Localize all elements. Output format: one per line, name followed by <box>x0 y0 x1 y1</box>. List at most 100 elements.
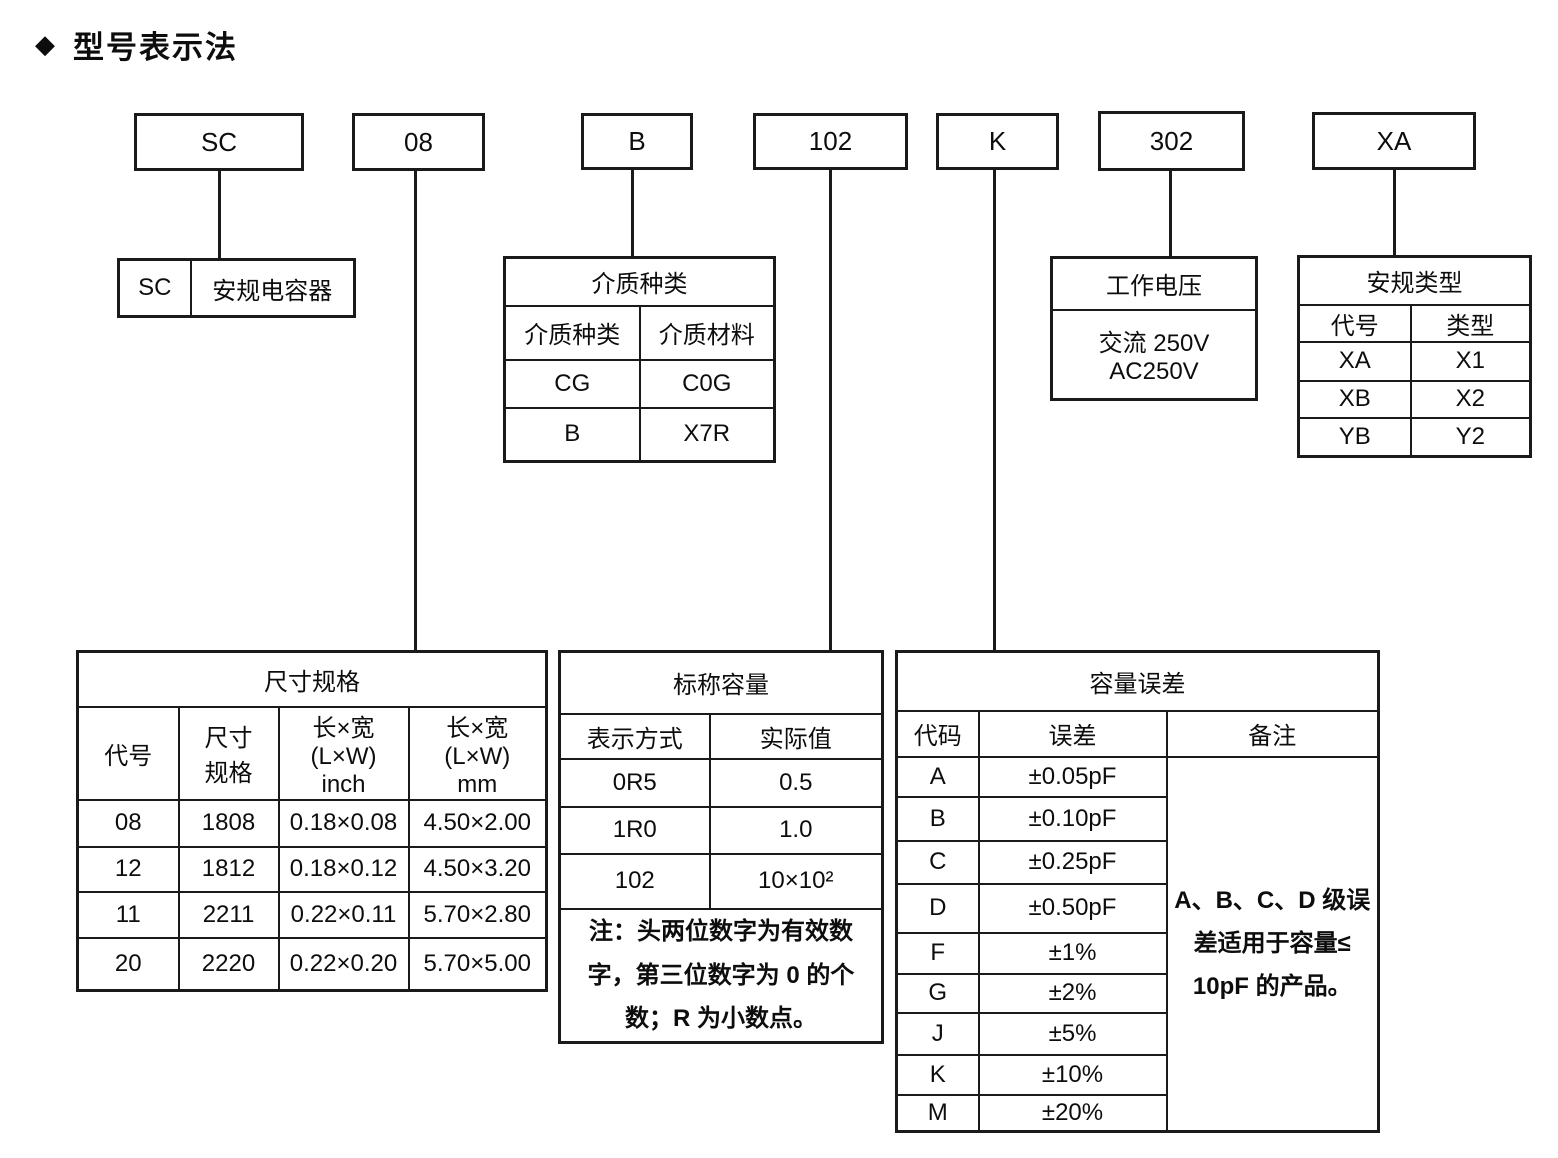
table-row: C ±0.25pF <box>895 839 1379 885</box>
cell: ±20% <box>977 1093 1168 1133</box>
table-row: B ±0.10pF <box>895 795 1379 842</box>
voltage-table-title: 工作电压 <box>1050 256 1258 311</box>
connector-size <box>414 171 417 650</box>
cell: 11 <box>76 890 180 939</box>
cell: B <box>895 795 980 842</box>
table-row: 20 2220 0.22×0.20 5.70×5.00 <box>76 936 548 992</box>
page-title-text: 型号表示法 <box>73 30 238 65</box>
cell: 102 <box>558 852 711 910</box>
column-header: 实际值 <box>708 712 884 760</box>
capacity-table-title: 标称容量 <box>558 650 884 715</box>
code-box-safety-type: XA <box>1312 112 1476 170</box>
table-row: 0R5 0.5 <box>558 757 884 808</box>
cell: X7R <box>638 406 776 463</box>
voltage-table: 工作电压 交流 250V AC250V <box>1050 256 1258 401</box>
table-row: J ±5% <box>895 1011 1379 1056</box>
column-header: 类型 <box>1409 303 1532 343</box>
cell: 10×10² <box>708 852 884 910</box>
table-row: G ±2% <box>895 972 1379 1014</box>
size-spec-table: 尺寸规格 代号 尺寸 规格 长×宽 (L×W) inch 长×宽 (L×W) m… <box>76 650 548 992</box>
table-row: M ±20% <box>895 1093 1379 1133</box>
table-row: B X7R <box>503 406 776 463</box>
connector-capacity <box>829 170 832 650</box>
cell: F <box>895 931 980 975</box>
tolerance-table: 容量误差 代码 误差 备注 A ±0.05pF A、B、C、D 级误 差适用于容… <box>895 650 1381 1133</box>
cell: 5.70×5.00 <box>407 936 548 992</box>
cell: ±2% <box>977 972 1168 1014</box>
table-title-row: 容量误差 <box>895 650 1380 712</box>
connector-voltage <box>1169 171 1172 257</box>
capacity-table: 标称容量 表示方式 实际值 0R5 0.5 1R0 1.0 102 10×10²… <box>558 650 884 1044</box>
cell: C0G <box>638 358 776 409</box>
code-box-sc: SC <box>134 113 304 171</box>
cell: K <box>895 1053 980 1096</box>
cell: ±5% <box>977 1011 1168 1056</box>
table-row: 1R0 1.0 <box>558 805 884 855</box>
table-row: 11 2211 0.22×0.11 5.70×2.80 <box>76 890 548 939</box>
capacity-note: 注：头两位数字为有效数 字，第三位数字为 0 的个 数；R 为小数点。 <box>558 907 884 1044</box>
column-header: 表示方式 <box>558 712 711 760</box>
table-row: D ±0.50pF <box>895 882 1379 934</box>
table-header-row: 表示方式 实际值 <box>558 712 884 760</box>
cell: YB <box>1297 416 1412 458</box>
column-header: 备注 <box>1165 709 1380 758</box>
table-row: 08 1808 0.18×0.08 4.50×2.00 <box>76 798 548 848</box>
cell: 0.18×0.12 <box>277 845 410 893</box>
cell: X1 <box>1409 340 1532 382</box>
table-header-row: 代码 误差 备注 <box>895 709 1380 758</box>
tolerance-remark: A、B、C、D 级误 差适用于容量≤ 10pF 的产品。 <box>1165 755 1380 1133</box>
cell: G <box>895 972 980 1014</box>
cell: X2 <box>1409 379 1532 419</box>
cell: ±0.10pF <box>977 795 1168 842</box>
cell: ±0.50pF <box>977 882 1168 934</box>
table-row: F ±1% <box>895 931 1379 975</box>
table-row: 102 10×10² <box>558 852 884 910</box>
cell: 0R5 <box>558 757 711 808</box>
safety-table-title: 安规类型 <box>1297 255 1532 306</box>
table-row: SC 安规电容器 <box>117 258 356 318</box>
sc-meaning-cell: 安规电容器 <box>189 258 356 318</box>
safety-type-table: 安规类型 代号 类型 XA X1 XB X2 YB Y2 <box>1297 255 1532 458</box>
cell: 4.50×2.00 <box>407 798 548 848</box>
size-table-title: 尺寸规格 <box>76 650 548 708</box>
table-note-row: 注：头两位数字为有效数 字，第三位数字为 0 的个 数；R 为小数点。 <box>558 907 884 1044</box>
cell: B <box>503 406 641 463</box>
cell: A <box>895 755 980 798</box>
cell: ±1% <box>977 931 1168 975</box>
cell: ±0.05pF <box>977 755 1168 798</box>
cell: 0.18×0.08 <box>277 798 410 848</box>
cell: 5.70×2.80 <box>407 890 548 939</box>
table-row: XA X1 <box>1297 340 1532 382</box>
cell: 1R0 <box>558 805 711 855</box>
column-header: 长×宽 (L×W) inch <box>277 705 410 801</box>
cell: 08 <box>76 798 180 848</box>
cell: Y2 <box>1409 416 1532 458</box>
column-header: 介质材料 <box>638 304 776 361</box>
table-row: A ±0.05pF A、B、C、D 级误 差适用于容量≤ 10pF 的产品。 <box>895 755 1380 1133</box>
connector-dielectric <box>631 170 634 256</box>
column-header: 尺寸 规格 <box>177 705 280 801</box>
page-title: ◆ 型号表示法 <box>35 22 238 67</box>
table-row: CG C0G <box>503 358 776 409</box>
column-header: 代码 <box>895 709 980 758</box>
cell: 0.22×0.20 <box>277 936 410 992</box>
cell: 20 <box>76 936 180 992</box>
cell: 12 <box>76 845 180 893</box>
cell: 2211 <box>177 890 280 939</box>
table-title-row: 尺寸规格 <box>76 650 548 708</box>
cell: CG <box>503 358 641 409</box>
table-title-row: 安规类型 <box>1297 255 1532 306</box>
column-header: 长×宽 (L×W) mm <box>407 705 548 801</box>
cell: D <box>895 882 980 934</box>
table-row: YB Y2 <box>1297 416 1532 458</box>
voltage-value-cell: 交流 250V AC250V <box>1050 308 1258 401</box>
cell: XA <box>1297 340 1412 382</box>
table-row: 12 1812 0.18×0.12 4.50×3.20 <box>76 845 548 893</box>
cell: ±10% <box>977 1053 1168 1096</box>
code-box-dielectric: B <box>581 113 693 170</box>
column-header: 代号 <box>1297 303 1412 343</box>
cell: XB <box>1297 379 1412 419</box>
column-header: 误差 <box>977 709 1168 758</box>
connector-tolerance <box>993 170 996 650</box>
dielectric-table-title: 介质种类 <box>503 256 776 307</box>
